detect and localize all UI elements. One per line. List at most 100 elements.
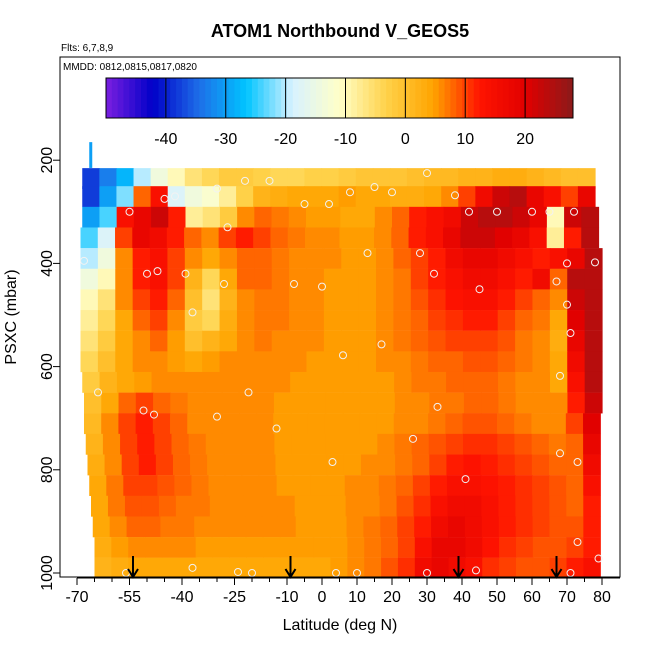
- heatmap-cell: [441, 168, 459, 189]
- y-tick-label: 800: [39, 456, 56, 483]
- heatmap-cell: [254, 351, 273, 373]
- heatmap-cell: [424, 168, 442, 189]
- heatmap-cell: [254, 268, 273, 290]
- observation-marker: [472, 566, 480, 575]
- heatmap-cell: [462, 268, 481, 290]
- heatmap-cell: [584, 392, 603, 414]
- observation-marker: [556, 371, 564, 380]
- heatmap-cell: [480, 310, 499, 331]
- observation-marker: [188, 563, 197, 572]
- colorbar-swatch: [117, 78, 125, 118]
- heatmap-cell: [378, 454, 396, 476]
- colorbar-swatch: [555, 78, 562, 118]
- heatmap-cell: [128, 537, 146, 558]
- heatmap-cell: [153, 392, 171, 414]
- heatmap-cell: [480, 248, 499, 269]
- heatmap-cell: [101, 392, 120, 414]
- observation-marker: [573, 458, 582, 467]
- heatmap-cell: [271, 330, 290, 352]
- heatmap-cell: [171, 433, 190, 455]
- heatmap-cell: [194, 516, 212, 538]
- x-tick-label: -70: [65, 589, 88, 606]
- heatmap-cell: [254, 310, 273, 331]
- heatmap-cell: [431, 516, 449, 538]
- heatmap-cell: [212, 557, 230, 579]
- observation-marker: [493, 207, 501, 216]
- heatmap-cell: [526, 186, 545, 208]
- heatmap-cell: [340, 206, 359, 228]
- heatmap-cell: [567, 268, 586, 290]
- heatmap-cell: [115, 248, 134, 269]
- heatmap-cell: [87, 454, 106, 476]
- heatmap-cell: [492, 168, 511, 189]
- heatmap-cell: [82, 186, 100, 208]
- observation-marker: [244, 388, 253, 397]
- heatmap-cell: [141, 495, 160, 517]
- heatmap-cell: [307, 413, 326, 435]
- heatmap-cell: [170, 413, 188, 435]
- colorbar-swatch: [286, 78, 294, 118]
- heatmap-cell: [428, 413, 446, 435]
- heatmap-cell: [97, 330, 116, 352]
- heatmap-cell: [271, 248, 290, 269]
- heatmap-cell: [394, 371, 413, 393]
- colorbar-frame: [105, 77, 574, 119]
- heatmap-cell: [260, 495, 279, 517]
- heatmap-cell: [273, 413, 292, 435]
- heatmap-cell: [161, 537, 180, 558]
- heatmap-cell: [515, 310, 534, 331]
- heatmap-cell: [97, 227, 116, 249]
- heatmap-cell: [115, 268, 134, 290]
- heatmap-cell: [202, 248, 221, 269]
- heatmap-cell: [566, 495, 584, 517]
- colorbar-tick-label: 0: [401, 131, 410, 148]
- heatmap-cell: [495, 206, 514, 228]
- heatmap-cell: [202, 330, 221, 352]
- heatmap-cell: [445, 330, 464, 352]
- colorbar-tick-label: -30: [214, 131, 237, 148]
- heatmap-cell: [327, 475, 346, 497]
- heatmap-cell: [567, 392, 586, 414]
- heatmap-cell: [289, 248, 308, 269]
- heatmap-cell: [118, 392, 137, 414]
- heatmap-cell: [84, 392, 102, 414]
- heatmap-cell: [224, 454, 242, 476]
- heatmap-cell: [499, 537, 517, 558]
- heatmap-cell: [566, 537, 584, 558]
- heatmap-cell: [343, 433, 361, 455]
- heatmap-cell: [202, 289, 221, 311]
- heatmap-cell: [549, 475, 567, 497]
- heatmap-cell: [477, 227, 496, 249]
- heatmap-cell: [481, 495, 499, 517]
- heatmap-cell: [184, 289, 203, 311]
- heatmap-cell: [118, 413, 137, 435]
- heatmap-cell: [219, 351, 238, 373]
- observation-marker: [328, 458, 337, 467]
- heatmap-cell: [583, 516, 601, 538]
- heatmap-cell: [463, 475, 482, 497]
- heatmap-cell: [497, 351, 516, 373]
- observation-marker: [465, 207, 473, 216]
- heatmap-cell: [414, 516, 432, 538]
- y-tick-label: 200: [39, 147, 56, 174]
- heatmap-cell: [97, 351, 116, 373]
- heatmap-cell: [515, 351, 534, 373]
- heatmap-cell: [323, 330, 342, 352]
- heatmap-cell: [287, 168, 306, 189]
- x-tick-label: -25: [223, 589, 246, 606]
- heatmap-cell: [116, 371, 135, 393]
- colorbar-swatch: [216, 78, 224, 118]
- colorbar-tick-label: -10: [334, 131, 357, 148]
- heatmap-cell: [531, 433, 550, 455]
- heatmap-cell: [167, 330, 186, 352]
- heatmap-cell: [323, 351, 342, 373]
- observation-marker: [388, 188, 396, 197]
- heatmap-cell: [291, 392, 310, 414]
- heatmap-cell: [515, 495, 533, 517]
- heatmap-cell: [546, 227, 565, 249]
- heatmap-cell: [150, 310, 169, 331]
- heatmap-cell: [482, 537, 500, 558]
- heatmap-cell: [481, 475, 499, 497]
- heatmap-cell: [376, 289, 394, 311]
- heatmap-cell: [532, 351, 551, 373]
